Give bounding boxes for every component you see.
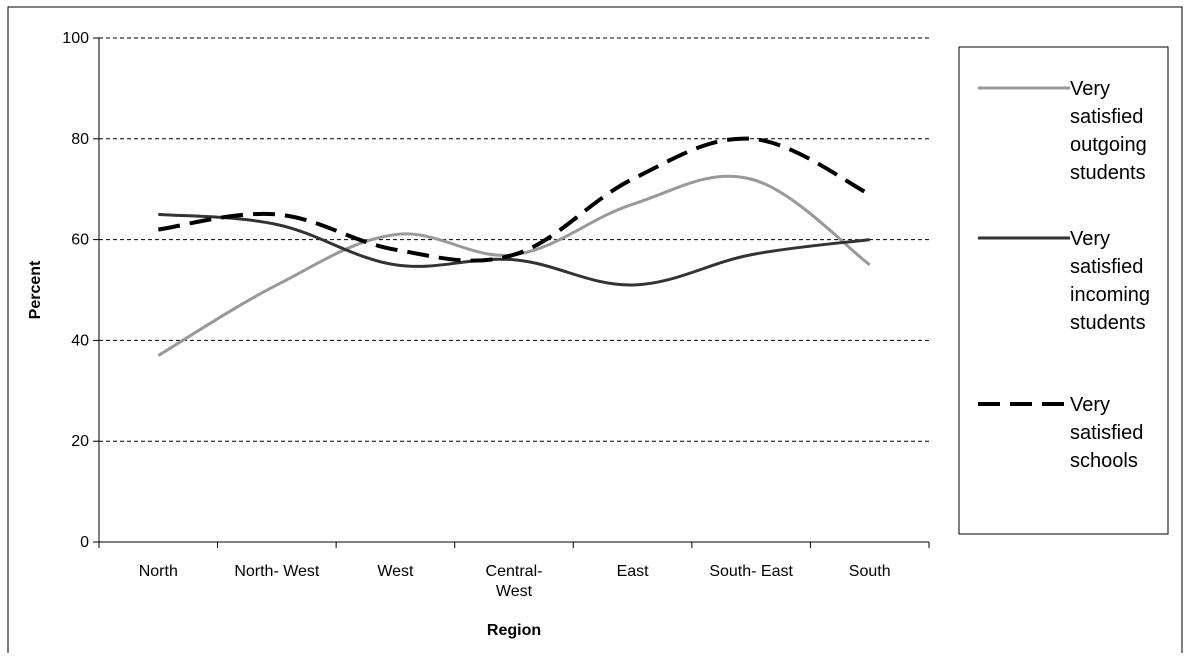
legend-label-3: Very satisfied schools	[1070, 394, 1143, 472]
axes: 0 20 40 60 80 100 North North- West West Central-…	[62, 30, 930, 600]
x-tick-label: South	[849, 563, 891, 580]
x-tick-label: West	[377, 563, 414, 580]
y-tick-label: 0	[80, 534, 89, 551]
y-tick-label: 80	[71, 131, 89, 148]
y-tick-label: 20	[71, 433, 89, 450]
series-line-3	[158, 136, 871, 263]
legend-label-2: Very satisfied incoming students	[1070, 228, 1150, 334]
y-tick-label: 60	[71, 232, 89, 249]
x-tick-label: North- West	[234, 563, 320, 580]
gridlines	[99, 37, 929, 442]
x-tick-label: East	[617, 563, 650, 580]
x-axis-title: Region	[487, 622, 541, 639]
x-tick-label: Central-West	[486, 563, 543, 600]
y-axis-title: Percent	[27, 260, 44, 319]
legend-box	[958, 46, 1169, 535]
x-tick-label: North	[139, 563, 178, 580]
y-tick-label: 100	[62, 30, 89, 47]
y-tick-label: 40	[71, 332, 89, 349]
x-tick-label: South- East	[709, 563, 793, 580]
legend-label-1: Very satisfied outgoing students	[1070, 78, 1147, 184]
legend: Very satisfied outgoing students Very satisfi…	[958, 46, 1169, 535]
series-line-2	[158, 212, 870, 287]
series-lines	[157, 136, 871, 357]
